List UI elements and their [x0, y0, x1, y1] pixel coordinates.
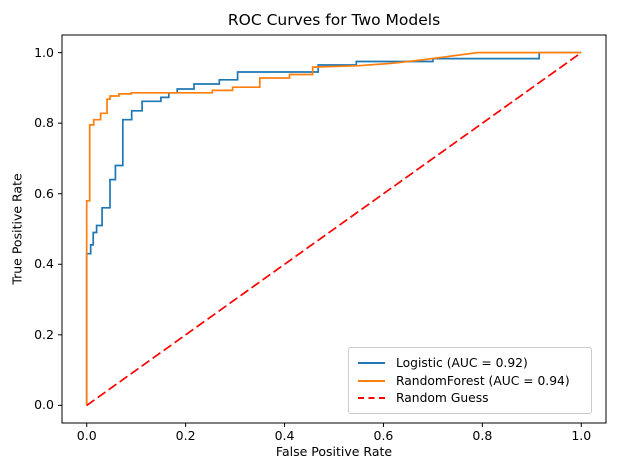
y-tick-label: 0.4 — [34, 256, 54, 272]
x-tick-label: 1.0 — [571, 428, 592, 443]
legend-entry-randomforest: RandomForest (AUC = 0.94) — [358, 373, 582, 389]
y-tick-label: 0.0 — [34, 397, 54, 413]
x-tick-label: 0.2 — [175, 428, 196, 443]
legend-entry-logistic: Logistic (AUC = 0.92) — [358, 355, 582, 371]
y-tick-label: 0.6 — [34, 185, 54, 201]
axes-spines — [61, 34, 607, 424]
y-tick-label: 1.0 — [34, 44, 54, 60]
y-tick-label: 0.8 — [34, 115, 54, 131]
series-line-2 — [86, 51, 582, 407]
chart-title: ROC Curves for Two Models — [227, 11, 441, 29]
x-axis-label: False Positive Rate — [275, 444, 393, 459]
legend-line-sample-randomforest — [358, 379, 385, 382]
x-tick-label: 0.8 — [472, 428, 493, 443]
x-tick-label: 0.4 — [274, 428, 295, 443]
legend: Logistic (AUC = 0.92) RandomForest (AUC … — [348, 347, 592, 414]
x-tick-label: 0.6 — [373, 428, 394, 443]
x-tick-label: 0.0 — [76, 428, 97, 443]
series-line-0 — [85, 51, 582, 406]
legend-line-sample-logistic — [358, 362, 385, 364]
legend-label: Logistic (AUC = 0.92) — [396, 356, 528, 370]
legend-entry-random-guess: Random Guess — [358, 390, 582, 406]
legend-label: RandomForest (AUC = 0.94) — [396, 373, 570, 388]
legend-line-sample-random-guess — [358, 397, 385, 399]
y-tick-label: 0.2 — [34, 326, 54, 342]
series-line-1 — [85, 51, 582, 406]
legend-label: Random Guess — [396, 391, 489, 405]
